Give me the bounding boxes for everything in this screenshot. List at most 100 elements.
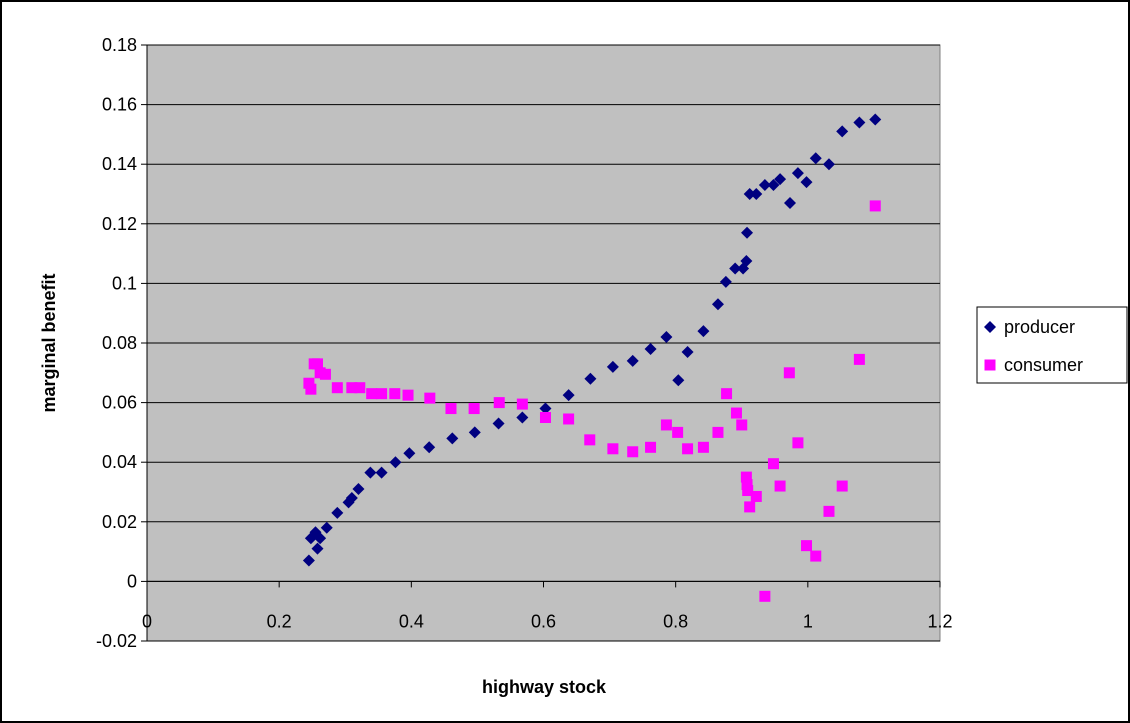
consumer-point [697, 441, 709, 453]
y-tick-label: 0.18 [102, 35, 137, 55]
producer-point [741, 226, 754, 239]
y-axis-tick-labels: -0.02 0 0.02 0.04 0.06 0.08 0.1 0.12 0.14 0.16 0.1… [96, 35, 137, 651]
producer-point [869, 113, 882, 126]
consumer-point [493, 397, 505, 409]
y-tick-label: 0.02 [102, 512, 137, 532]
consumer-legend-label: consumer [1004, 355, 1083, 375]
producer-point [774, 173, 787, 186]
y-tick-label: 0.12 [102, 214, 137, 234]
producer-point [750, 188, 763, 200]
y-tick-label: 0.14 [102, 154, 137, 174]
producer-point [352, 483, 365, 496]
y-tick-label: 0.1 [112, 273, 137, 293]
producer-legend-marker [984, 321, 996, 333]
producer-point [364, 466, 377, 479]
legend: producer consumer [976, 306, 1128, 384]
consumer-point [539, 412, 551, 423]
x-tick-label: 0.4 [399, 611, 424, 631]
consumer-point [303, 377, 315, 389]
producer-point [403, 447, 416, 460]
producer-point [791, 167, 804, 180]
y-tick-label: 0.04 [102, 452, 137, 472]
consumer-point [311, 358, 323, 370]
consumer-point [389, 388, 401, 400]
consumer-point [607, 443, 619, 455]
consumer-point [823, 505, 835, 517]
consumer-point [742, 485, 754, 497]
producer-point [311, 542, 324, 555]
consumer-point [366, 388, 378, 400]
consumer-series [303, 200, 881, 602]
consumer-point [740, 471, 752, 483]
producer-point [660, 331, 673, 344]
producer-point [331, 506, 344, 519]
producer-point [681, 345, 694, 358]
x-tick-label: 0.6 [531, 611, 556, 631]
producer-point [562, 389, 575, 402]
x-axis-title: highway stock [482, 677, 607, 697]
producer-point [314, 532, 327, 545]
consumer-point [712, 426, 724, 438]
consumer-point [759, 590, 771, 602]
producer-point [446, 432, 459, 445]
consumer-point [810, 550, 822, 562]
producer-point [468, 426, 481, 439]
consumer-point [445, 403, 457, 415]
consumer-point [801, 540, 813, 552]
x-tick-label: 0.8 [663, 611, 688, 631]
producer-point [644, 342, 657, 355]
consumer-point [721, 388, 733, 400]
consumer-point [516, 398, 528, 410]
y-tick-label: 0.08 [102, 333, 137, 353]
consumer-point [645, 441, 657, 453]
consumer-point [354, 382, 366, 394]
producer-point [606, 360, 619, 373]
y-tick-label: 0.16 [102, 95, 137, 115]
producer-point [539, 402, 552, 415]
x-tick-label: 0 [142, 611, 152, 631]
consumer-point [741, 479, 753, 491]
consumer-point [730, 407, 742, 419]
producer-point [423, 441, 436, 454]
consumer-point [744, 501, 756, 513]
producer-point [767, 179, 780, 192]
consumer-point [319, 368, 331, 380]
producer-point [711, 298, 724, 311]
consumer-point [767, 458, 779, 470]
consumer-point [869, 200, 881, 212]
producer-point [697, 325, 710, 338]
producer-point [758, 179, 771, 192]
producer-point [320, 521, 333, 534]
y-tick-label: 0.06 [102, 393, 137, 413]
producer-point [516, 411, 529, 424]
x-axis-tick-labels: 0 0.2 0.4 0.6 0.8 1 1.2 [142, 611, 953, 631]
producer-point [375, 466, 388, 479]
producer-point [853, 116, 866, 129]
producer-point [783, 196, 796, 209]
consumer-point [836, 480, 848, 492]
producer-point [492, 417, 505, 430]
consumer-point [584, 434, 596, 446]
consumer-point [331, 382, 343, 394]
consumer-point [774, 480, 786, 492]
producer-point [389, 456, 402, 469]
consumer-legend-marker [984, 359, 996, 371]
producer-point [719, 275, 732, 288]
consumer-point [783, 367, 795, 379]
x-tick-label: 0.2 [267, 611, 292, 631]
axes [146, 45, 941, 641]
consumer-point [660, 419, 672, 431]
y-tick-label: -0.02 [96, 631, 137, 651]
legend-box [976, 306, 1128, 384]
consumer-point [305, 383, 317, 395]
producer-point [809, 152, 822, 165]
producer-point [626, 354, 639, 367]
producer-legend-label: producer [1004, 317, 1075, 337]
consumer-point [682, 443, 694, 455]
consumer-point [750, 490, 762, 502]
consumer-point [424, 392, 436, 404]
consumer-point [792, 437, 804, 449]
producer-series [302, 113, 882, 567]
